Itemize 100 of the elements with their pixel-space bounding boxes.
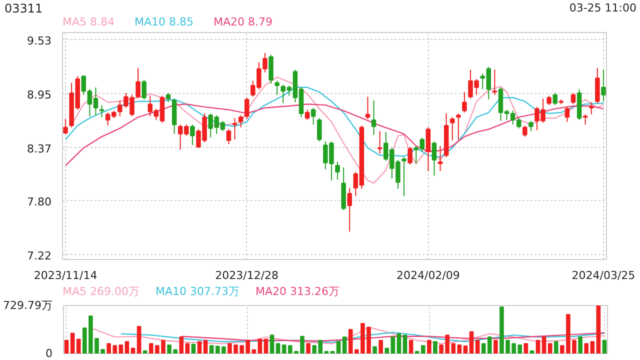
- candlestick: [377, 130, 382, 154]
- candlestick: [365, 96, 370, 120]
- candlestick: [492, 69, 498, 96]
- bar: [602, 340, 607, 354]
- x-tick-label: 2023/12/28: [215, 269, 279, 282]
- candlestick: [304, 109, 310, 120]
- line-series: [180, 332, 606, 342]
- candlestick: [408, 146, 412, 166]
- bar: [524, 343, 528, 354]
- candlestick: [238, 114, 244, 128]
- candlestick: [589, 102, 594, 115]
- candlestick: [438, 146, 443, 172]
- line-series: [90, 326, 606, 344]
- bar: [306, 343, 310, 354]
- bar: [390, 336, 396, 354]
- bar: [578, 336, 582, 354]
- bar: [191, 344, 196, 354]
- bar: [530, 350, 534, 354]
- bar: [548, 343, 552, 354]
- candlestick: [190, 124, 195, 146]
- candlestick: [166, 92, 171, 103]
- bar: [136, 326, 142, 354]
- line-series: [120, 332, 606, 343]
- bar: [372, 346, 377, 354]
- candlestick: [347, 187, 352, 232]
- bar: [542, 336, 546, 354]
- candlestick: [142, 79, 146, 100]
- bar: [536, 340, 540, 354]
- candlestick: [268, 54, 274, 84]
- candlestick: [564, 106, 570, 122]
- text: MA20 313.26万: [256, 285, 340, 298]
- bar: [130, 348, 136, 354]
- bar: [554, 341, 558, 354]
- candlestick: [402, 156, 406, 197]
- candlestick: [522, 125, 528, 138]
- bar: [475, 340, 480, 354]
- x-tick-label: 2024/02/09: [396, 269, 460, 282]
- candlestick: [432, 140, 437, 176]
- y-tick-label: 8.95: [27, 88, 52, 102]
- bar: [433, 341, 438, 354]
- bar: [494, 340, 498, 354]
- text: 03-25 11:00: [569, 2, 637, 14]
- y-tick-label: 8.37: [27, 142, 52, 156]
- bar: [276, 343, 280, 354]
- bar: [336, 341, 341, 354]
- candlestick: [462, 92, 467, 114]
- text: MA10 307.73万: [156, 285, 240, 298]
- candlestick: [426, 126, 431, 172]
- bar: [142, 350, 148, 354]
- bar: [270, 334, 274, 354]
- text: MA5 8.84: [62, 16, 115, 29]
- y-tick-label: 729.79万: [3, 299, 53, 312]
- bar: [70, 332, 75, 354]
- bar: [408, 340, 414, 354]
- x-tick-label: 2023/11/14: [34, 269, 98, 282]
- candlestick: [371, 100, 376, 136]
- candlestick: [528, 120, 534, 132]
- candlestick: [450, 116, 455, 141]
- bar: [124, 341, 130, 354]
- candlestick: [244, 97, 250, 120]
- bar: [203, 340, 208, 354]
- candlestick: [335, 161, 340, 180]
- candlestick: [570, 92, 576, 105]
- candlestick: [582, 114, 588, 126]
- candlestick: [232, 118, 238, 140]
- bar: [427, 340, 432, 354]
- bar: [76, 338, 81, 354]
- bar: [118, 344, 124, 354]
- y-tick-label: 9.53: [27, 34, 52, 48]
- bar: [378, 340, 383, 354]
- candlestick: [552, 92, 558, 106]
- y-tick-label: 7.22: [27, 249, 52, 262]
- bar: [342, 336, 347, 354]
- bar: [463, 346, 468, 354]
- y-tick-label: 7.80: [27, 195, 52, 208]
- text: MA5 269.00万: [62, 285, 140, 298]
- x-tick-label: 2024/03/25: [572, 269, 636, 282]
- candlestick: [601, 69, 606, 102]
- bar: [384, 348, 390, 354]
- bar: [64, 340, 69, 354]
- bar: [264, 338, 268, 354]
- candlestick: [546, 95, 552, 106]
- candlestick: [63, 118, 68, 134]
- candlestick: [317, 118, 322, 142]
- bar: [197, 341, 202, 354]
- candlestick: [99, 104, 104, 118]
- bar: [402, 334, 408, 354]
- candlestick: [136, 67, 140, 98]
- y-tick-label: 0: [46, 347, 52, 360]
- candlestick: [456, 112, 461, 140]
- bar: [469, 331, 474, 354]
- bar: [396, 333, 402, 354]
- text: MA10 8.85: [134, 16, 194, 29]
- candlestick: [226, 128, 232, 145]
- text: MA20 8.79: [214, 16, 273, 29]
- candlestick: [274, 80, 280, 96]
- candlestick: [310, 107, 316, 126]
- bar: [596, 306, 601, 354]
- chart-title: 03311: [4, 2, 43, 16]
- bar: [258, 338, 262, 354]
